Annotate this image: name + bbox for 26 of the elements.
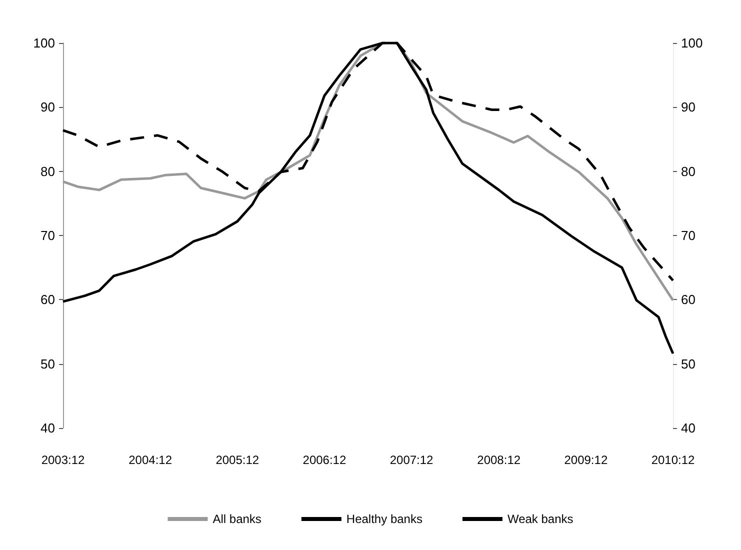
legend-label: Healthy banks [346, 512, 422, 526]
y2-tick-label: 70 [681, 228, 696, 243]
x-tick-label: 2009:12 [564, 453, 608, 467]
y2-tick-label: 60 [681, 292, 696, 308]
line-series [62, 42, 674, 355]
x-tick-label: 2005:12 [216, 453, 260, 467]
x-tick-label: 2006:12 [302, 453, 346, 467]
y-tick-label: 70 [40, 228, 55, 243]
legend-label: All banks [212, 512, 262, 526]
y-tick-label: 40 [40, 420, 55, 436]
y2-tick-label: 90 [681, 100, 696, 115]
y2-tick-label: 50 [681, 356, 696, 372]
legend-label: Weak banks [507, 512, 574, 526]
y-tick-label: 60 [40, 292, 55, 308]
y-tick-label: 80 [40, 164, 55, 179]
y-tick-label: 100 [33, 36, 55, 50]
y2-tick-label: 80 [681, 164, 696, 179]
x-tick-label: 2008:12 [477, 453, 521, 467]
x-tick-label: 2007:12 [390, 453, 434, 467]
y2-tick-label: 100 [681, 36, 703, 50]
y2-tick-label: 40 [681, 420, 696, 436]
x-tick-label: 2004:12 [128, 453, 172, 467]
x-tick-label: 2003:12 [41, 453, 86, 467]
y-tick-label: 90 [40, 100, 55, 115]
y-tick-label: 50 [40, 356, 55, 372]
x-tick-label: 2010:12 [651, 453, 696, 467]
